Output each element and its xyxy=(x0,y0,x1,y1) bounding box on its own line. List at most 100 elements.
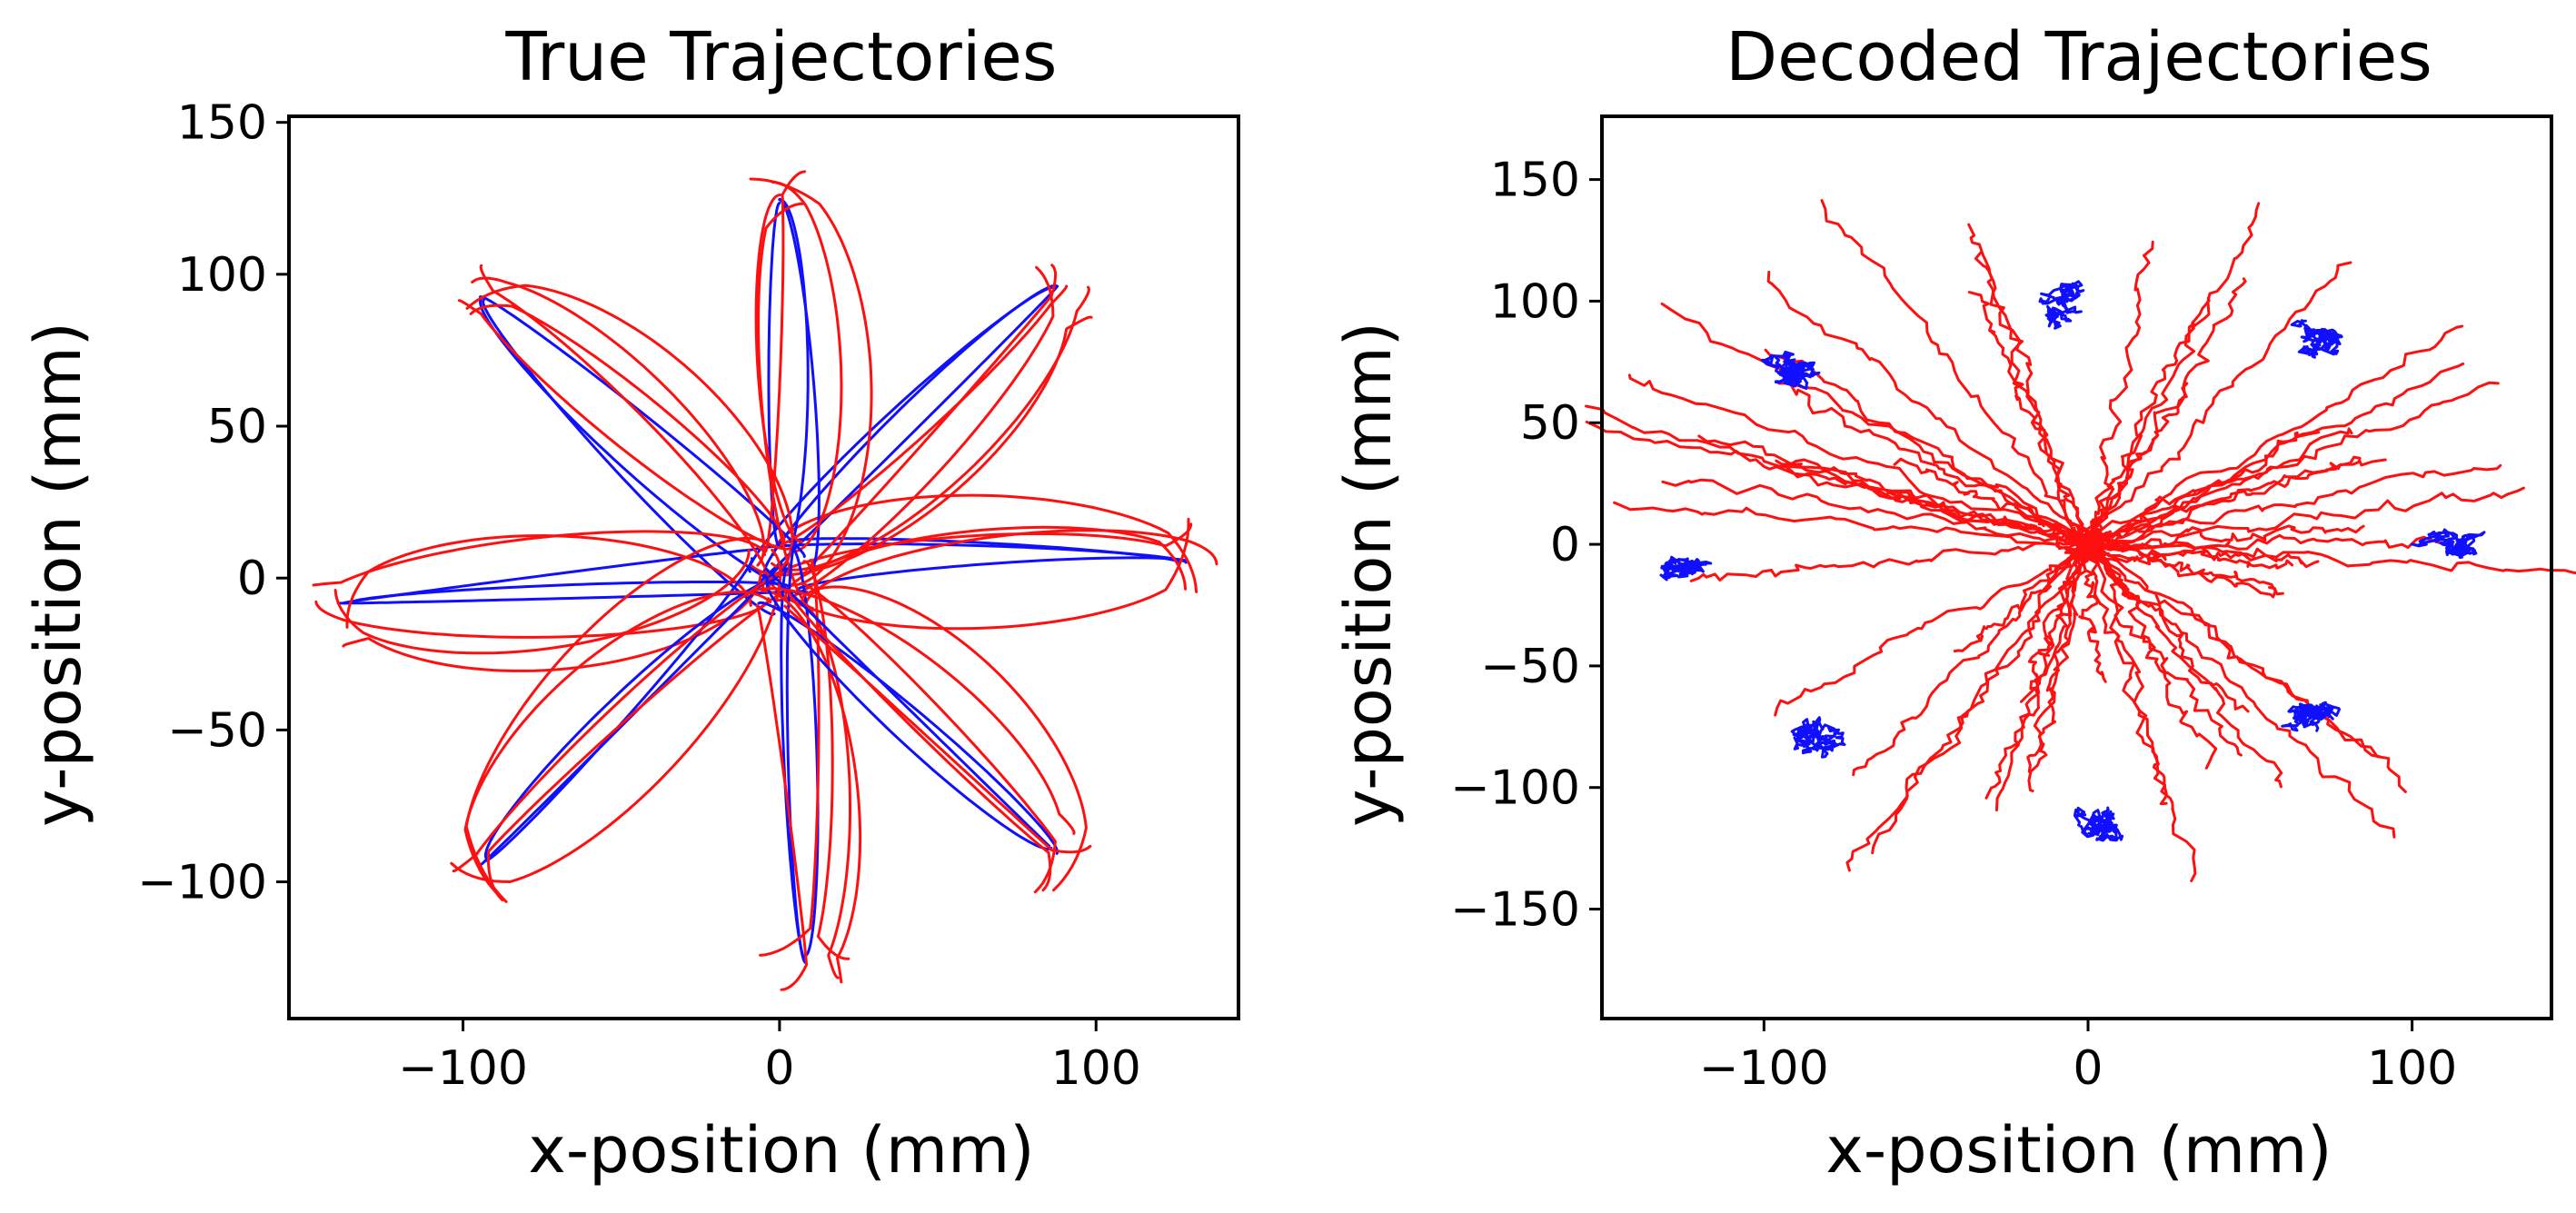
decoded-reach-trajectory xyxy=(1585,420,2106,546)
decoded-reach-trajectory xyxy=(1697,434,2111,543)
decoded-reach-trajectory xyxy=(2085,202,2261,547)
reach-trajectory-target-7 xyxy=(801,585,1088,892)
hold-trajectory-target-2 xyxy=(778,198,821,572)
decoded-reach-trajectory xyxy=(2093,455,2362,540)
hold-trajectory-target-7 xyxy=(765,578,1053,850)
decoded-hold-trajectory-cluster-7 xyxy=(2294,701,2341,719)
y-tick-label: 100 xyxy=(177,248,267,303)
x-axis-label: x-position (mm) xyxy=(1825,1113,2332,1188)
reach-trajectory-target-2 xyxy=(763,170,807,553)
decoded-hold-trajectory-cluster-6 xyxy=(2073,806,2111,833)
decoded-reach-trajectory xyxy=(2086,532,2168,806)
decoded-reach-trajectory xyxy=(2064,324,2464,551)
decoded-reach-trajectory xyxy=(2077,543,2278,595)
decoded-reach-trajectory xyxy=(2081,538,2283,789)
reach-trajectory-target-6 xyxy=(793,598,851,979)
decoded-reach-trajectory xyxy=(2085,539,2576,575)
y-tick-label: 50 xyxy=(207,400,267,454)
reach-trajectory-target-4 xyxy=(333,548,751,655)
decoded-hold-trajectory-cluster-0 xyxy=(2411,533,2462,553)
reach-trajectory-target-5 xyxy=(450,548,782,883)
y-tick-label: 0 xyxy=(1550,518,1580,572)
hold-trajectory-target-7 xyxy=(757,601,1059,855)
decoded-hold-trajectory-cluster-1 xyxy=(2319,332,2342,356)
reach-trajectory-target-7 xyxy=(783,604,1092,854)
decoded-reach-trajectory xyxy=(1871,548,2090,855)
decoded-reach-trajectory xyxy=(1974,250,2085,541)
hold-trajectory-target-3 xyxy=(478,295,806,559)
decoded-reach-trajectory xyxy=(2092,553,2243,757)
decoded-reach-trajectory xyxy=(2088,486,2525,554)
reach-trajectory-target-1 xyxy=(771,284,1069,548)
decoded-reach-trajectory xyxy=(2075,277,2247,553)
x-tick-label: 100 xyxy=(2367,1041,2457,1096)
reach-trajectory-target-2 xyxy=(749,177,873,587)
plot-area xyxy=(1585,199,2576,882)
decoded-hold-trajectory-cluster-0 xyxy=(2449,531,2486,557)
x-tick-label: 100 xyxy=(1051,1041,1141,1096)
decoded-reach-trajectory xyxy=(2083,240,2154,543)
decoded-reach-trajectory xyxy=(1967,291,2097,536)
axes-frame xyxy=(287,114,1240,1020)
decoded-hold-trajectory-cluster-4 xyxy=(1664,557,1713,572)
decoded-hold-trajectory-cluster-5 xyxy=(1790,716,1825,755)
reach-trajectory-target-6 xyxy=(755,603,809,991)
reach-trajectory-target-1 xyxy=(750,315,1093,577)
reach-trajectory-target-4 xyxy=(345,534,752,629)
decoded-reach-trajectory xyxy=(1893,457,2112,545)
y-axis-label: y-position (mm) xyxy=(1331,322,1406,827)
decoded-reach-trajectory xyxy=(1984,545,2100,800)
hold-trajectory-target-0 xyxy=(753,542,1188,564)
hold-trajectory-target-3 xyxy=(482,298,776,616)
reach-trajectory-target-4 xyxy=(312,530,767,587)
decoded-reach-trajectory xyxy=(2084,381,2500,540)
decoded-reach-trajectory xyxy=(2027,530,2087,792)
reach-trajectory-target-2 xyxy=(757,202,814,610)
decoded-hold-trajectory-cluster-4 xyxy=(1660,555,1705,576)
axis-ticks: −100 0 100 −100 −50 0 50 100 150 xyxy=(137,96,1141,1096)
y-tick-label: −50 xyxy=(167,703,267,758)
decoded-hold-trajectory-cluster-2 xyxy=(2053,295,2083,323)
reach-trajectory-target-3 xyxy=(465,283,794,569)
axes-frame xyxy=(1600,114,2553,1020)
decoded-reach-trajectory xyxy=(1774,552,2088,717)
x-tick-label: 0 xyxy=(2073,1041,2103,1096)
decoded-reach-trajectory xyxy=(1660,302,2106,555)
decoded-reach-trajectory xyxy=(1689,542,2094,582)
x-tick-label: −100 xyxy=(1699,1041,1829,1096)
hold-trajectory-target-0 xyxy=(796,556,1190,592)
decoded-reach-trajectory xyxy=(1766,270,2094,540)
reach-trajectory-target-0 xyxy=(761,522,1193,590)
x-tick-label: 0 xyxy=(764,1041,794,1096)
decoded-reach-trajectory xyxy=(2098,362,2465,544)
decoded-hold-trajectory-cluster-1 xyxy=(2297,328,2343,359)
reach-trajectory-target-1 xyxy=(771,285,1090,572)
y-tick-label: −50 xyxy=(1480,640,1580,694)
y-tick-label: −100 xyxy=(1450,761,1580,816)
hold-trajectory-target-4 xyxy=(351,581,790,604)
y-tick-label: −150 xyxy=(1450,883,1580,938)
decoded-reach-trajectory xyxy=(2089,524,2365,560)
decoded-reach-trajectory xyxy=(1994,552,2080,812)
reach-trajectory-target-3 xyxy=(469,303,786,545)
decoded-reach-trajectory xyxy=(2078,538,2284,599)
x-axis-label: x-position (mm) xyxy=(528,1113,1034,1188)
hold-trajectory-target-7 xyxy=(764,567,1051,848)
decoded-hold-trajectory-cluster-2 xyxy=(2059,280,2085,308)
y-tick-label: −100 xyxy=(137,856,267,910)
decoded-reach-trajectory xyxy=(1820,199,2098,546)
reach-trajectory-target-2 xyxy=(771,181,843,553)
decoded-reach-trajectory xyxy=(2068,555,2407,793)
decoded-reach-trajectory xyxy=(2085,431,2321,547)
reach-trajectory-target-6 xyxy=(761,589,862,984)
decoded-hold-trajectory-cluster-2 xyxy=(2044,304,2062,330)
y-axis-label: y-position (mm) xyxy=(21,322,95,827)
reach-trajectory-target-5 xyxy=(463,591,772,899)
decoded-reach-trajectory xyxy=(1852,552,2110,777)
decoded-reach-trajectory xyxy=(1777,382,2111,558)
reach-trajectory-target-3 xyxy=(479,263,771,589)
chart-title: Decoded Trajectories xyxy=(1726,18,2432,96)
reach-trajectory-target-0 xyxy=(772,493,1198,593)
y-tick-label: 150 xyxy=(1490,154,1580,208)
